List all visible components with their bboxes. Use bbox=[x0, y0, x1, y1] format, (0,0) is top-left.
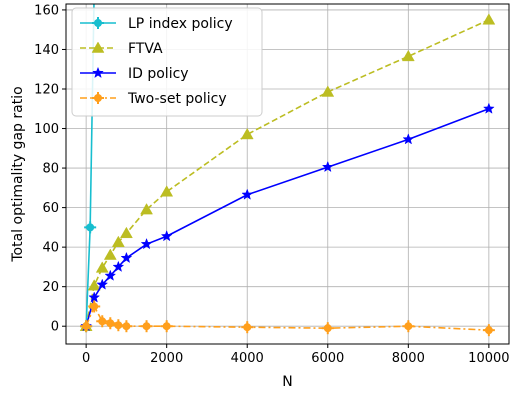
legend-marker bbox=[92, 92, 104, 104]
data-point bbox=[120, 320, 133, 333]
y-tick-label: 20 bbox=[42, 280, 59, 295]
x-axis-label: N bbox=[282, 374, 292, 390]
ticks: 0 2000 4000 6000 8000 10000 0 20 40 60 80 100 120 140… bbox=[34, 3, 509, 366]
data-point bbox=[96, 278, 109, 290]
data-point bbox=[95, 261, 109, 273]
x-tick-label: 6000 bbox=[311, 351, 344, 366]
data-point bbox=[402, 133, 415, 145]
data-point bbox=[241, 321, 254, 334]
x-tick-label: 4000 bbox=[231, 351, 264, 366]
legend-item: FTVA bbox=[80, 41, 163, 57]
legend-box bbox=[71, 7, 263, 117]
series-3 bbox=[80, 300, 495, 337]
series-group bbox=[79, 4, 496, 337]
data-point bbox=[119, 226, 133, 239]
y-tick-label: 120 bbox=[34, 83, 59, 98]
data-point bbox=[120, 251, 133, 264]
x-tick-label: 10000 bbox=[468, 351, 509, 366]
y-tick-label: 140 bbox=[34, 43, 59, 58]
data-point bbox=[80, 320, 93, 333]
data-point bbox=[111, 235, 125, 247]
data-point bbox=[84, 221, 97, 234]
data-point bbox=[88, 300, 101, 313]
legend-label: FTVA bbox=[128, 41, 163, 57]
plot-frame bbox=[65, 3, 510, 345]
data-point bbox=[401, 49, 415, 62]
y-tick-label: 100 bbox=[34, 122, 59, 137]
legend-item: Two-set policy bbox=[80, 91, 227, 107]
y-tick-label: 0 bbox=[51, 320, 59, 335]
data-point bbox=[112, 260, 125, 272]
y-tick-label: 60 bbox=[42, 201, 59, 216]
data-point bbox=[96, 315, 109, 328]
data-point bbox=[87, 279, 101, 291]
x-tick-label: 0 bbox=[82, 351, 90, 366]
data-point bbox=[160, 185, 174, 197]
x-tick-label: 8000 bbox=[392, 351, 425, 366]
data-point bbox=[140, 320, 153, 333]
legend-marker bbox=[91, 41, 105, 53]
series-line bbox=[85, 108, 490, 327]
data-point bbox=[321, 160, 334, 173]
legend-label: LP index policy bbox=[128, 16, 233, 32]
legend-marker bbox=[92, 66, 104, 79]
data-point bbox=[160, 230, 173, 242]
data-point bbox=[240, 127, 254, 140]
data-point bbox=[321, 322, 334, 335]
legend-label: Two-set policy bbox=[127, 91, 227, 107]
data-point bbox=[140, 237, 153, 250]
data-point bbox=[160, 320, 173, 333]
data-point bbox=[104, 269, 117, 281]
series-2 bbox=[80, 102, 495, 332]
data-point bbox=[402, 320, 415, 333]
x-tick-label: 2000 bbox=[150, 351, 183, 366]
y-axis-label: Total optimality gap ratio bbox=[10, 86, 26, 262]
data-point bbox=[103, 248, 117, 260]
legend-item: LP index policy bbox=[80, 16, 233, 32]
y-tick-label: 160 bbox=[34, 3, 59, 18]
data-point bbox=[241, 188, 254, 200]
data-point bbox=[140, 203, 153, 215]
legend-marker bbox=[92, 17, 104, 29]
grid bbox=[66, 4, 509, 344]
data-point bbox=[88, 291, 101, 303]
data-point bbox=[321, 85, 335, 97]
legend-item: ID policy bbox=[80, 66, 189, 82]
data-point bbox=[482, 102, 495, 114]
y-tick-label: 40 bbox=[42, 241, 59, 256]
y-tick-label: 80 bbox=[42, 162, 59, 177]
data-point bbox=[482, 13, 496, 25]
data-point bbox=[104, 317, 117, 330]
legend-label: ID policy bbox=[128, 66, 189, 82]
data-point bbox=[482, 324, 495, 337]
legend: LP index policy FTVA ID policy Two-set poli… bbox=[71, 7, 263, 117]
